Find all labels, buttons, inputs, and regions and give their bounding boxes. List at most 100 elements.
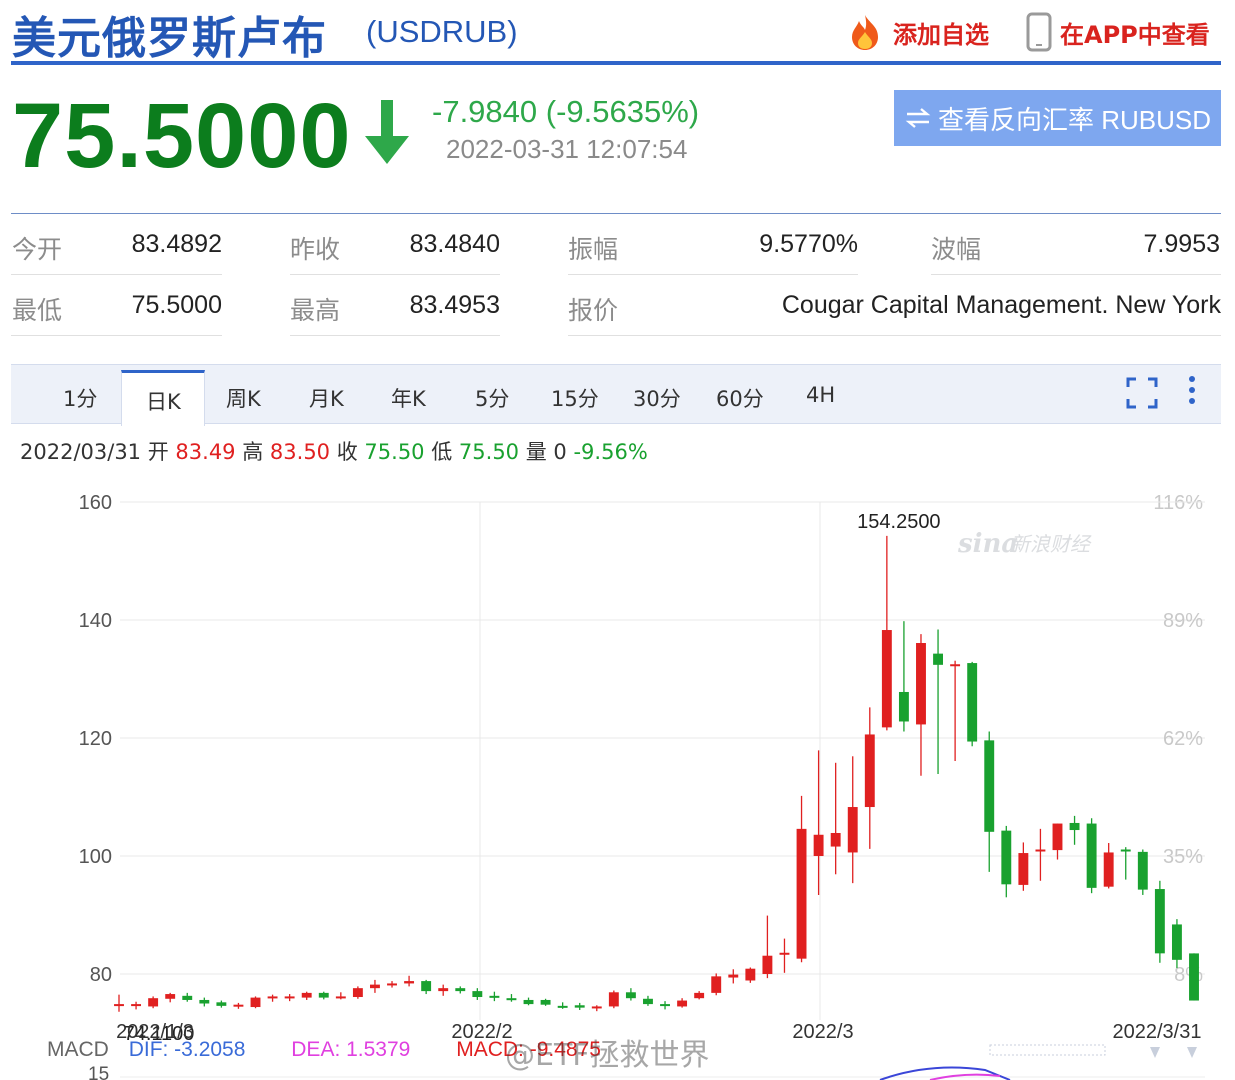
candle-body xyxy=(335,996,346,999)
candle-body xyxy=(438,988,449,992)
row-divider xyxy=(931,274,1221,275)
page-title: 美元俄罗斯卢布 xyxy=(12,13,327,64)
active-tab-indicator xyxy=(121,370,205,426)
tab-weekly-k[interactable]: 周K xyxy=(226,387,261,411)
candle-body xyxy=(1052,823,1063,851)
candle-body xyxy=(779,952,790,955)
candle-body xyxy=(898,691,909,722)
candle-body xyxy=(182,995,193,1000)
chart-scroll-handle[interactable] xyxy=(989,1044,1197,1058)
quote-time: 2022-03-31 12:07:54 xyxy=(446,134,688,164)
scroll-down-icon xyxy=(1187,1047,1197,1058)
row-divider xyxy=(290,274,500,275)
candle-body xyxy=(711,976,722,993)
candle-body xyxy=(864,734,875,808)
ohlc-volume-label: 量 xyxy=(525,440,547,464)
row-divider xyxy=(568,335,1221,336)
tab-5min[interactable]: 5分 xyxy=(475,387,510,411)
chart-grid: 160 116%140 89%120 62%100 35%80 8% xyxy=(79,492,1205,1020)
candle-body xyxy=(421,981,432,992)
period-tab-bar xyxy=(11,364,1221,424)
sina-watermark-label: 新浪财经 xyxy=(1010,532,1092,556)
candle-body xyxy=(660,1004,670,1007)
add-watchlist-button[interactable]: 添加自选 xyxy=(845,12,989,52)
candle-body xyxy=(267,996,278,999)
quote-source-value: Cougar Capital Management. New York xyxy=(781,291,1221,319)
reverse-rate-label: 查看反向汇率 RUBUSD xyxy=(937,104,1211,135)
candle-body xyxy=(404,981,415,984)
more-menu-icon[interactable] xyxy=(1184,374,1200,410)
candle-body xyxy=(489,995,500,998)
candle-body xyxy=(916,643,926,725)
candle-body xyxy=(591,1006,602,1009)
amplitude-label: 振幅 xyxy=(568,235,619,264)
candle-body xyxy=(796,828,807,959)
macd-dif-line xyxy=(879,1066,1011,1080)
candle-body xyxy=(387,983,397,986)
candle-body xyxy=(830,832,841,847)
y-tick-label: 120 xyxy=(79,728,112,750)
candle-body xyxy=(506,998,517,1001)
candle-body xyxy=(1018,853,1029,885)
macd-dea-line xyxy=(929,1073,1001,1080)
tab-60min[interactable]: 60分 xyxy=(716,387,764,411)
add-watchlist-label: 添加自选 xyxy=(893,20,989,49)
price-change: -7.9840 (-9.5635%) xyxy=(432,94,700,129)
row-divider xyxy=(11,274,222,275)
x-tick-label: 2022/1/3 xyxy=(116,1021,194,1043)
ohlc-summary: 2022/03/31 开 83.49 高 83.50 收 75.50 低 75.… xyxy=(20,436,648,466)
candle-body xyxy=(131,1004,142,1007)
volatility-label: 波幅 xyxy=(931,235,982,264)
candle-body xyxy=(813,834,824,856)
macd-value: MACD: -9.4875 xyxy=(456,1038,601,1061)
candle-body xyxy=(1086,823,1097,888)
candle-body xyxy=(728,974,739,978)
tab-yearly-k[interactable]: 年K xyxy=(391,387,426,411)
candlestick-chart[interactable]: 160 116%140 89%120 62%100 35%80 8% sina 新浪财经 … xyxy=(0,480,1235,1080)
tab-4h[interactable]: 4H xyxy=(806,383,836,407)
weibo-watermark: @ETF拯救世界 xyxy=(505,1038,710,1073)
candle-body xyxy=(165,994,176,999)
ohlc-close-label: 收 xyxy=(336,440,358,464)
candle-body xyxy=(301,992,312,998)
high-value: 83.4953 xyxy=(409,291,500,319)
candle-body xyxy=(472,991,483,998)
row-divider xyxy=(11,335,222,336)
macd-dif: DIF: -3.2058 xyxy=(128,1038,246,1061)
candle-body xyxy=(1001,830,1012,885)
tab-1min[interactable]: 1分 xyxy=(63,387,98,411)
ohlc-open-label: 开 xyxy=(147,440,169,464)
right-percent-label: 35% xyxy=(1163,846,1203,868)
min-price-label: 74.1100 xyxy=(124,1023,195,1045)
ohlc-volume: 0 xyxy=(553,440,567,464)
tab-15min[interactable]: 15分 xyxy=(551,387,599,411)
view-in-app-button[interactable]: 在APP中查看 xyxy=(1026,12,1210,52)
macd-dea: DEA: 1.5379 xyxy=(291,1038,411,1061)
candle-body xyxy=(318,992,329,998)
candle-body xyxy=(1189,953,1199,1001)
fullscreen-icon[interactable] xyxy=(1124,375,1160,411)
candle-body xyxy=(1171,924,1182,960)
prev-close-value: 83.4840 xyxy=(409,230,500,258)
reverse-rate-button[interactable]: 查看反向汇率 RUBUSD xyxy=(894,90,1221,146)
max-price-label: 154.2500 xyxy=(857,511,940,533)
ohlc-open: 83.49 xyxy=(175,440,236,464)
candle-body xyxy=(881,630,892,728)
title-divider xyxy=(11,61,1221,65)
candle-body xyxy=(762,955,773,974)
tab-monthly-k[interactable]: 月K xyxy=(309,387,344,411)
candle-body xyxy=(574,1005,585,1008)
macd-title: MACD xyxy=(47,1038,109,1061)
y-tick-label: 160 xyxy=(79,492,112,514)
right-percent-label: 62% xyxy=(1163,728,1203,750)
candle-body xyxy=(967,663,978,742)
ohlc-change: -9.56% xyxy=(573,440,648,464)
tab-daily-k[interactable]: 日K xyxy=(146,390,181,414)
candle-body xyxy=(1103,852,1114,887)
y-tick-label: 140 xyxy=(79,610,112,632)
quote-source-label: 报价 xyxy=(568,296,619,325)
x-axis-labels: 2022/1/3 2022/2 2022/3 2022/3/31 xyxy=(116,1021,1201,1043)
tab-30min[interactable]: 30分 xyxy=(633,387,681,411)
down-arrow-icon xyxy=(365,100,409,164)
scroll-down-icon xyxy=(1150,1047,1160,1058)
